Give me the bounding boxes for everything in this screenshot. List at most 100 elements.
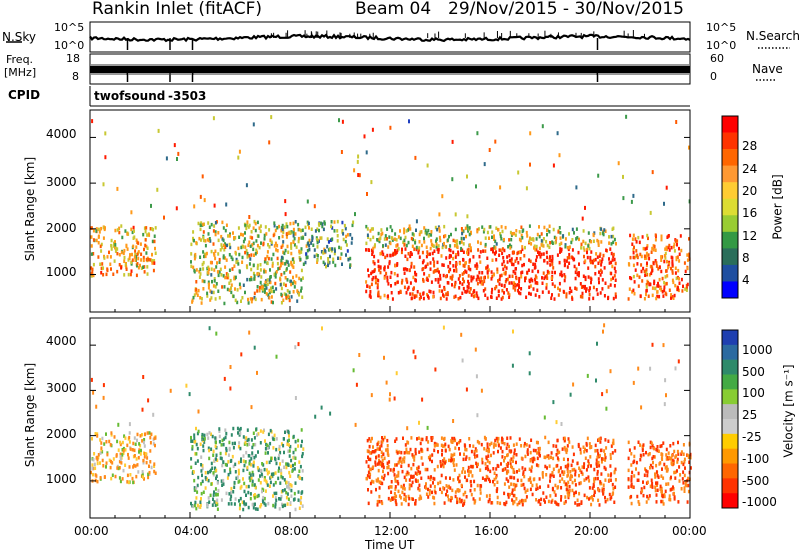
velocity-cell [266,443,269,447]
power-cell [591,259,594,264]
velocity-cell [505,500,508,505]
power-cell [153,259,156,263]
power-cell [292,240,295,244]
power-cell [301,295,304,299]
velocity-cell [419,470,422,475]
power-cell [99,262,102,266]
power-cell [612,252,615,257]
power-cell [190,242,193,247]
power-cell [467,282,470,286]
power-cell [105,272,108,277]
velocity-cell [245,493,247,497]
power-cell [135,238,138,242]
velocity-cell [650,478,653,482]
velocity-cell-sparse [208,326,211,331]
power-cell-sparse [617,161,620,166]
power-cell [603,266,606,270]
power-cell-sparse [529,131,532,136]
power-cell [246,251,249,256]
power-cell [223,301,226,306]
velocity-cell [275,498,278,503]
velocity-cell [269,476,272,480]
velocity-cell [535,498,538,502]
velocity-cell [501,455,504,459]
velocity-cell [675,454,678,458]
power-cell [587,231,590,235]
velocity-cell [590,464,592,468]
velocity-cell [686,500,689,504]
power-cell [247,225,250,229]
power-cell [260,241,262,245]
velocity-cell [248,471,251,476]
power-cell [610,277,613,282]
power-cell [276,243,279,248]
power-cell [298,293,301,297]
power-cell [325,264,327,269]
velocity-cell [612,438,615,443]
velocity-cell-sparse [552,400,555,405]
power-cell [685,286,688,290]
velocity-cell [553,490,556,494]
velocity-cell [609,478,612,482]
power-cell [497,227,500,232]
power-cell [462,258,465,262]
power-cell [577,273,580,278]
velocity-cell [376,499,379,504]
velocity-cell [221,438,224,443]
power-cell [251,236,254,240]
velocity-cell [230,458,233,463]
velocity-cell [239,431,242,436]
velocity-cell [254,485,257,490]
power-cell [409,251,412,255]
velocity-cell [252,461,255,466]
velocity-cell [289,474,292,478]
velocity-cell [582,445,585,449]
velocity-cell [200,455,203,459]
velocity-cell [252,473,255,477]
freq-panel [89,64,690,82]
power-cell [504,225,507,230]
power-cell [495,296,498,300]
velocity-cell [232,446,235,450]
power-cell [304,232,307,236]
power-cell [509,258,511,263]
velocity-cell [395,502,398,507]
velocity-cell [203,433,206,438]
power-cell [665,245,668,250]
velocity-cell [233,502,236,506]
velocity-cell [556,463,559,468]
velocity-cell [374,460,377,464]
velocity-cell [262,495,265,500]
velocity-cell [458,473,461,478]
power-cell [253,291,256,296]
power-cell [90,235,93,239]
power-cell [345,234,348,239]
power-cell [127,272,130,277]
velocity-cell [225,446,228,451]
power-cell [500,283,503,287]
power-cell [292,227,295,232]
velocity-cell-sparse [90,377,93,382]
velocity-cell [224,435,227,440]
velocity-cell [655,500,658,504]
power-cell [660,258,663,262]
velocity-cell [470,492,473,497]
velocity-cell [486,445,489,450]
power-cell [286,244,289,249]
velocity-cell [652,460,654,465]
power-cell [507,291,510,295]
power-cell [250,299,253,304]
velocity-cell [474,447,477,451]
velocity-cell-sparse [664,378,667,383]
power-cell [466,250,468,255]
power-cell [142,258,145,263]
power-cell [674,283,677,288]
power-cell [225,258,228,262]
beam-label: Beam 04 [355,0,432,19]
velocity-cell [96,432,99,436]
velocity-cell [372,465,375,469]
velocity-cell-sparse [412,349,415,354]
power-cell [520,287,523,291]
velocity-cell [136,432,139,437]
power-cell [418,255,421,259]
